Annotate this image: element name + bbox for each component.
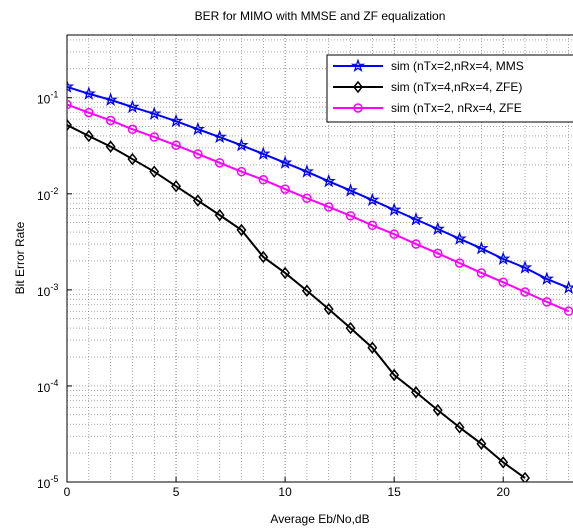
y-tick-label: 10-2: [37, 186, 58, 203]
chart-title: BER for MIMO with MMSE and ZF equalizati…: [195, 9, 446, 23]
y-tick-label: 10-5: [37, 474, 58, 491]
point: [454, 258, 465, 268]
legend-marker: [353, 80, 363, 94]
plot-area: [66, 34, 573, 483]
point: [67, 99, 72, 110]
point: [67, 118, 72, 132]
point: [323, 302, 334, 316]
point: [367, 220, 378, 231]
point: [542, 297, 552, 307]
point: [365, 192, 380, 207]
point: [345, 211, 356, 221]
point: [258, 250, 269, 264]
point: [256, 146, 271, 161]
point: [83, 129, 94, 143]
point: [67, 79, 75, 93]
point: [411, 239, 421, 249]
point: [520, 287, 530, 297]
point: [280, 184, 290, 194]
x-tick-label: 15: [387, 485, 401, 499]
point: [498, 456, 509, 469]
point: [323, 202, 334, 212]
y-tick-label: 10-3: [37, 282, 58, 299]
point: [498, 277, 508, 288]
point: [193, 149, 203, 159]
point: [190, 121, 205, 136]
point: [81, 86, 96, 100]
point: [367, 341, 378, 354]
legend-label: sim (nTx=4,nRx=4, ZFE): [391, 80, 522, 94]
point: [84, 107, 94, 118]
point: [430, 221, 445, 236]
x-tick-label: 0: [64, 485, 71, 499]
point: [517, 260, 533, 274]
legend-marker: [353, 103, 363, 113]
point: [168, 113, 184, 128]
point: [474, 240, 489, 255]
point: [389, 368, 400, 382]
point: [149, 132, 159, 142]
point: [147, 106, 162, 120]
point: [105, 140, 116, 153]
point: [520, 471, 530, 482]
x-axis-label: Average Eb/No,dB: [270, 512, 369, 526]
point: [280, 266, 291, 280]
point: [452, 231, 467, 245]
point: [236, 166, 247, 177]
point: [389, 229, 399, 239]
legend-marker: [350, 58, 366, 73]
point: [476, 437, 487, 450]
legend-label: sim (nTx=2,nRx=4, MMS: [391, 59, 524, 73]
point: [214, 158, 225, 168]
x-tick-label: 5: [173, 485, 180, 499]
x-tick-label: 20: [497, 485, 511, 499]
point: [149, 165, 160, 178]
point: [277, 155, 293, 169]
point: [214, 208, 225, 222]
point: [258, 175, 269, 185]
x-tick-label: 10: [278, 485, 292, 499]
y-tick-label: 10-4: [37, 378, 58, 395]
point: [387, 202, 402, 216]
point: [496, 251, 511, 265]
point: [321, 173, 336, 188]
point: [343, 183, 358, 197]
point: [234, 137, 249, 152]
point: [432, 403, 443, 417]
point: [411, 386, 421, 399]
point: [476, 268, 487, 278]
point: [171, 140, 181, 151]
y-axis-label: Bit Error Rate: [13, 221, 27, 294]
point: [125, 99, 140, 114]
point: [212, 129, 227, 144]
point: [192, 194, 203, 207]
point: [103, 92, 118, 106]
point: [454, 421, 465, 434]
point: [236, 223, 247, 237]
point: [408, 212, 424, 226]
point: [345, 321, 356, 335]
legend-label: sim (nTx=2, nRx=4, ZFE: [391, 101, 522, 115]
y-tick-label: 10-1: [37, 90, 58, 107]
point: [299, 164, 315, 178]
point: [302, 193, 312, 203]
point: [127, 124, 138, 134]
point: [301, 284, 312, 297]
point: [539, 271, 554, 285]
point: [433, 248, 443, 259]
point: [171, 180, 182, 193]
point: [127, 152, 138, 166]
point: [105, 115, 116, 126]
series-line: [67, 124, 526, 479]
